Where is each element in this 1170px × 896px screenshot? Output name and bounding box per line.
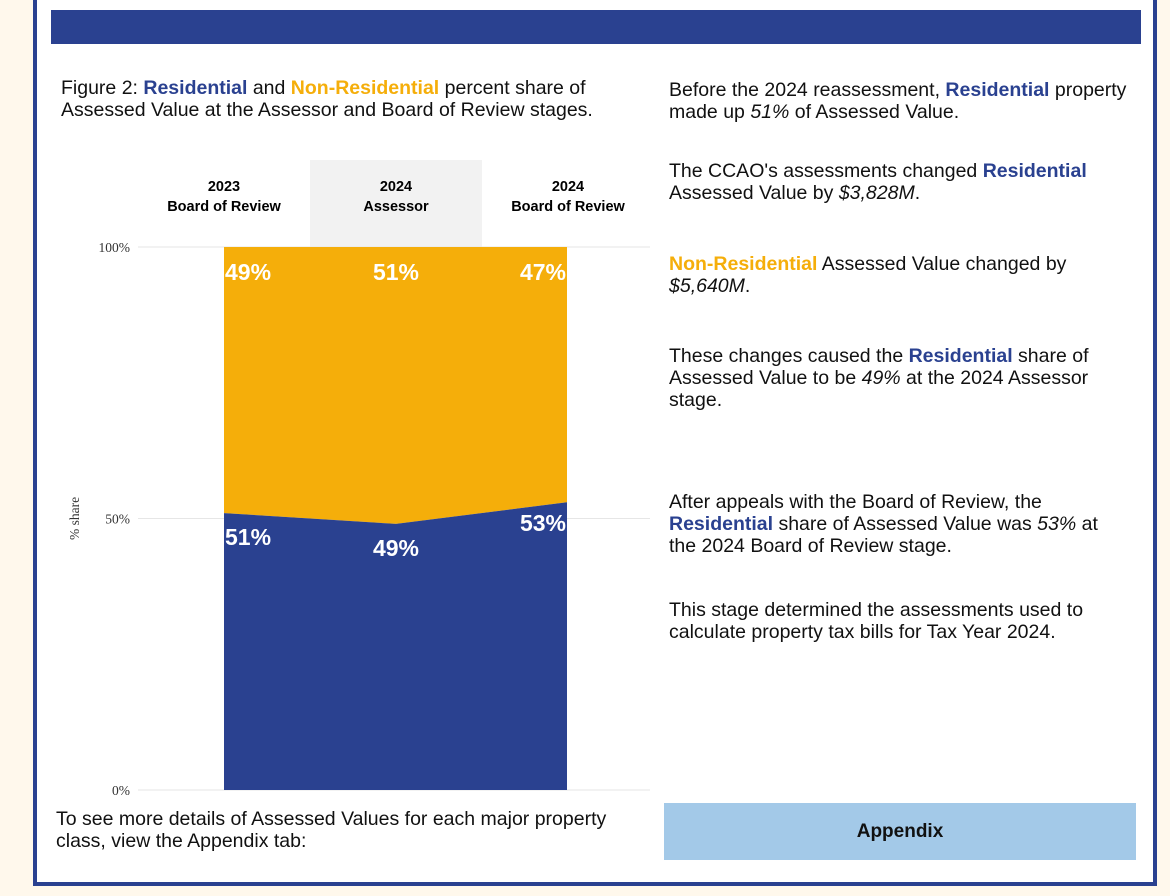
p3-text-a: Assessed Value changed by <box>817 253 1067 275</box>
header-bar <box>51 10 1141 44</box>
category-label: 2024 Board of Review <box>511 179 625 215</box>
dashboard-panel <box>33 0 1157 886</box>
figure-caption: Figure 2: Residential and Non-Residentia… <box>61 77 651 121</box>
p5-text-c: at the 2024 Board of Review stage. <box>669 513 1098 557</box>
p1-text-c: of Assessed Value. <box>789 101 960 123</box>
appendix-button[interactable]: Appendix <box>664 803 1136 860</box>
p2-amount: $3,828M <box>838 182 915 204</box>
appendix-instructions: To see more details of Assessed Values f… <box>56 808 607 852</box>
narrative-residential-change: The CCAO's assessments changed Residenti… <box>669 160 1129 204</box>
narrative-before-reassessment: Before the 2024 reassessment, Residentia… <box>669 79 1129 137</box>
p1-text-a: Before the 2024 reassessment, <box>669 79 946 101</box>
y-tick-label: 0% <box>112 783 130 798</box>
p4-text-c: at the 2024 Assessor stage. <box>669 367 1089 411</box>
residential-data-label: 49% <box>373 535 419 561</box>
share-chart: 2023 Board of Review 2024 Assessor 2024 Board… <box>58 160 650 800</box>
p2-text-a: The CCAO's assessments changed <box>669 160 983 182</box>
p4-text-b: share of Assessed Value to be <box>669 345 1089 389</box>
p4-pct: 49% <box>861 367 901 389</box>
stacked-area-chart: 2023 Board of Review 2024 Assessor 2024 Board… <box>67 160 650 798</box>
narrative-tax-year: This stage determined the assessments us… <box>669 599 1084 643</box>
non-residential-data-label: 51% <box>373 259 419 285</box>
p1-text-b: property made up <box>669 79 1127 123</box>
narrative-non-residential-change: Non-Residential Assessed Value changed b… <box>669 253 1129 297</box>
p4-text-a: These changes caused the <box>669 345 909 367</box>
p2-text-c: . <box>914 182 921 204</box>
p3-amount: $5,640M <box>669 275 745 297</box>
narrative-assessor-share: These changes caused the Residential sha… <box>669 345 1089 411</box>
non-residential-area <box>224 247 567 524</box>
y-tick-label: 100% <box>99 240 131 255</box>
p3-text-b: . <box>744 275 751 297</box>
p3-non-residential: Non-Residential <box>669 253 818 275</box>
caption-non-residential: Non-Residential <box>290 77 440 99</box>
p5-text-a: After appeals with the Board of Review, … <box>669 491 1042 513</box>
p2-residential: Residential <box>982 160 1087 182</box>
caption-residential: Residential <box>143 77 248 99</box>
p1-residential: Residential <box>945 79 1050 101</box>
non-residential-data-label: 47% <box>520 259 566 285</box>
caption-and: and <box>247 77 291 99</box>
y-tick-label: 50% <box>105 512 130 527</box>
y-axis-label: % share <box>67 497 82 540</box>
narrative-bor-share: After appeals with the Board of Review, … <box>669 491 1129 557</box>
caption-prefix: Figure 2: <box>61 77 144 99</box>
residential-data-label: 51% <box>225 524 271 550</box>
residential-area <box>224 502 567 790</box>
p5-text-b: share of Assessed Value was <box>773 513 1038 535</box>
p2-text-b: Assessed Value by <box>669 182 839 204</box>
p1-pct: 51% <box>750 101 790 123</box>
category-label: 2023 Board of Review <box>167 179 281 215</box>
category-label: 2024 Assessor <box>363 179 429 215</box>
p5-residential: Residential <box>669 513 774 535</box>
p5-pct: 53% <box>1037 513 1077 535</box>
residential-data-label: 53% <box>520 510 566 536</box>
non-residential-data-label: 49% <box>225 259 271 285</box>
caption-suffix: percent share of Assessed Value at the A… <box>61 77 593 121</box>
p4-residential: Residential <box>908 345 1013 367</box>
